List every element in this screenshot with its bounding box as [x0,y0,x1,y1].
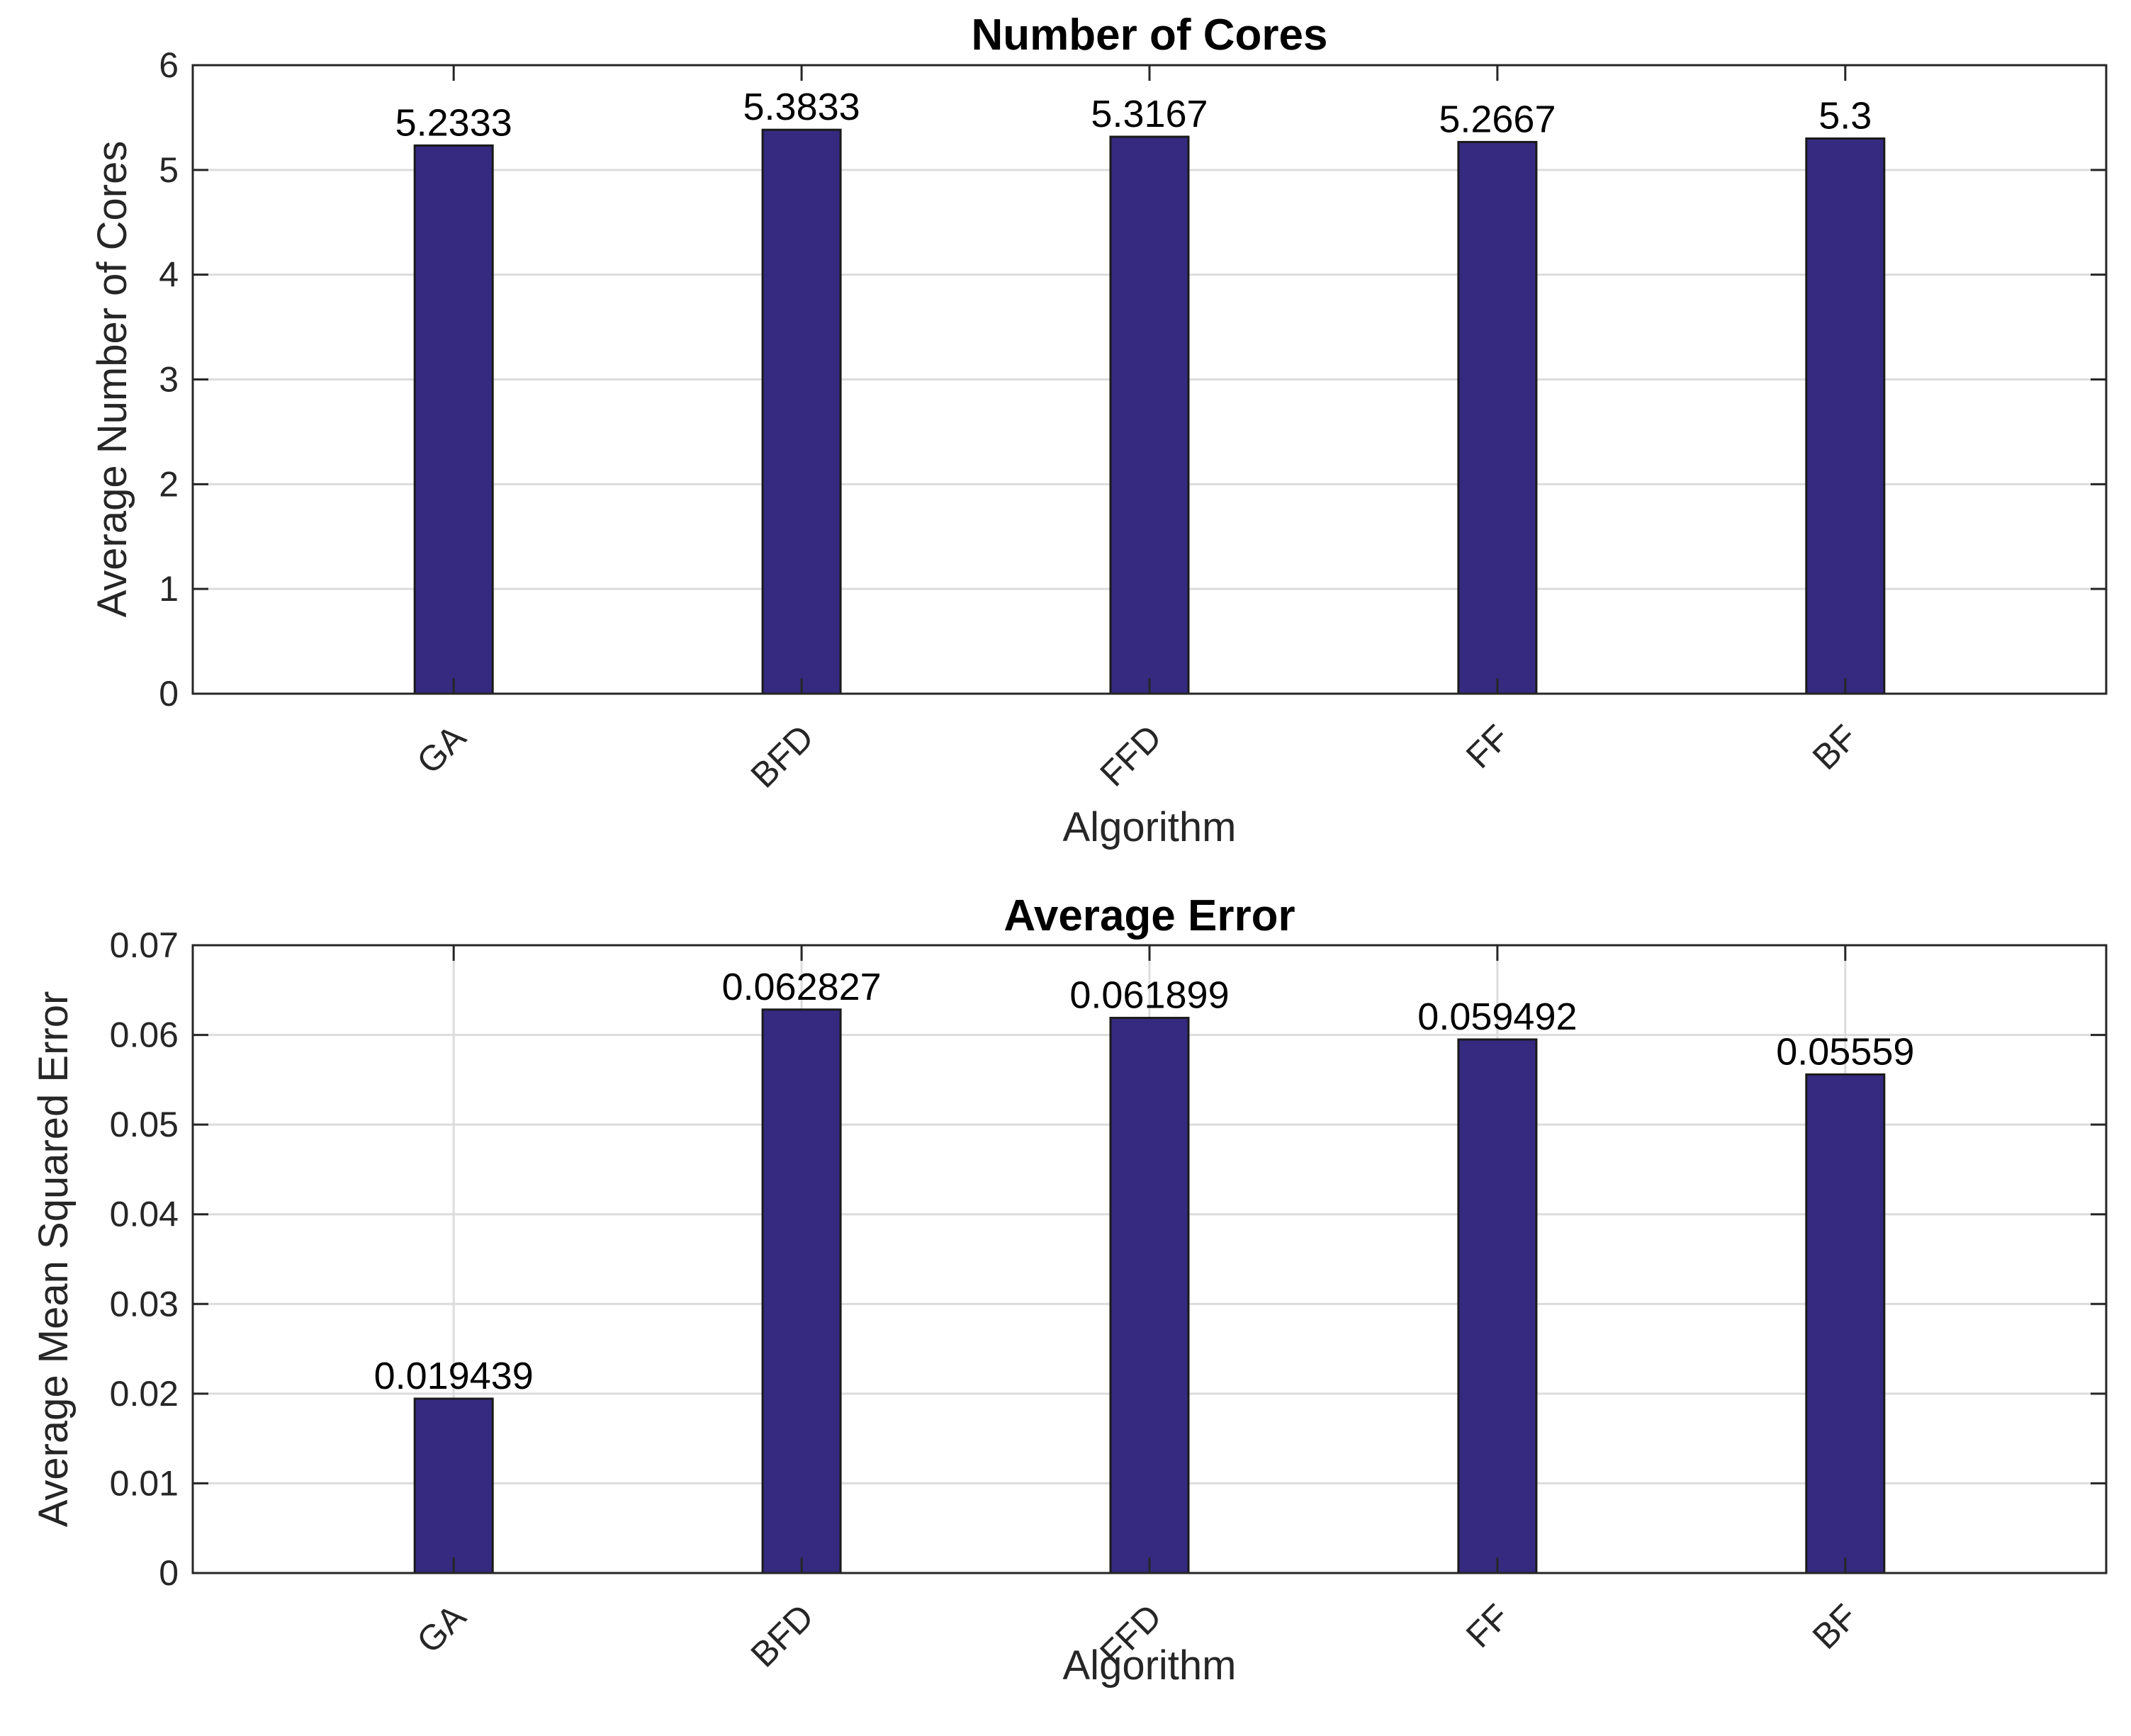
cores-chart-ylabel: Average Number of Cores [89,141,135,618]
cores-x-tick-label-ga: GA [409,717,473,782]
error-y-tick-label: 0.06 [110,1015,179,1055]
cores-chart-data-labels: 5.2333 5.3833 5.3167 5.2667 5.3 [395,86,1872,144]
error-chart-ylabel: Average Mean Squared Error [30,991,77,1528]
error-y-tick-label: 0.07 [110,925,179,965]
error-bar-bf [1805,1073,1886,1574]
error-bar-ga [413,1397,494,1574]
error-x-tick-label-ff: FF [1458,1596,1517,1655]
error-x-tick-label-bfd: BFD [743,1596,821,1674]
cores-x-tick-label-ff: FF [1458,717,1517,776]
error-chart: Average Error 00.010.020.030.040.050.060… [30,891,2108,1689]
cores-chart-y-tick-labels: 0 1 2 3 4 5 6 [159,45,179,714]
error-x-tick-label-ga: GA [409,1596,473,1661]
error-chart-data-labels: 0.019439 0.062827 0.061899 0.059492 0.05559 [374,966,1915,1397]
cores-y-tick-label: 6 [159,45,179,85]
error-bar-ffd [1109,1017,1190,1574]
cores-y-tick-label: 2 [159,464,179,504]
error-y-tick-label: 0.01 [110,1463,179,1503]
error-data-label-bfd: 0.062827 [721,966,881,1008]
error-bar-ff [1457,1038,1538,1574]
error-chart-xlabel: Algorithm [1063,1642,1237,1689]
cores-bar-bf [1805,137,1886,695]
cores-chart-ticks [193,64,2106,695]
error-chart-bars [413,1008,1886,1574]
cores-data-label-ff: 5.2667 [1439,98,1556,140]
error-y-tick-label: 0.04 [110,1195,179,1234]
cores-data-label-ga: 5.2333 [395,101,512,144]
error-data-label-ff: 0.059492 [1417,996,1577,1038]
cores-chart-xlabel: Algorithm [1063,804,1237,850]
cores-data-label-ffd: 5.3167 [1091,93,1208,135]
cores-y-tick-label: 3 [159,360,179,400]
error-chart-title: Average Error [1003,891,1295,940]
cores-y-tick-label: 0 [159,674,179,714]
error-x-tick-label-bf: BF [1805,1596,1865,1657]
cores-x-tick-label-ffd: FFD [1092,717,1169,794]
cores-bar-ffd [1109,135,1190,695]
error-data-label-bf: 0.05559 [1776,1030,1914,1073]
cores-data-label-bfd: 5.3833 [743,86,860,128]
error-bar-bfd [761,1008,842,1574]
cores-x-tick-label-bfd: BFD [743,717,821,795]
cores-bar-ga [413,144,494,695]
cores-data-label-bf: 5.3 [1818,94,1872,137]
cores-y-tick-label: 1 [159,569,179,609]
error-data-label-ffd: 0.061899 [1069,974,1229,1017]
error-y-tick-label: 0.05 [110,1105,179,1144]
error-y-tick-label: 0 [159,1553,179,1593]
error-chart-y-tick-labels: 0 0.01 0.02 0.03 0.04 0.05 0.06 0.07 [110,925,179,1593]
error-y-tick-label: 0.02 [110,1374,179,1414]
cores-bar-bfd [761,128,842,695]
cores-chart: Number of Cores 0 1 2 3 4 5 6 GA BFD FFD FF BF 5.2… [89,11,2108,850]
cores-y-tick-label: 4 [159,255,179,295]
cores-x-tick-label-bf: BF [1805,717,1865,777]
error-y-tick-label: 0.03 [110,1284,179,1324]
cores-bar-ff [1457,140,1538,695]
error-chart-ticks [193,944,2106,1574]
cores-chart-title: Number of Cores [972,11,1328,60]
cores-chart-x-tick-labels: GA BFD FFD FF BF [409,717,1865,796]
cores-chart-bars [413,128,1886,695]
error-data-label-ga: 0.019439 [374,1355,534,1397]
cores-y-tick-label: 5 [159,150,179,190]
